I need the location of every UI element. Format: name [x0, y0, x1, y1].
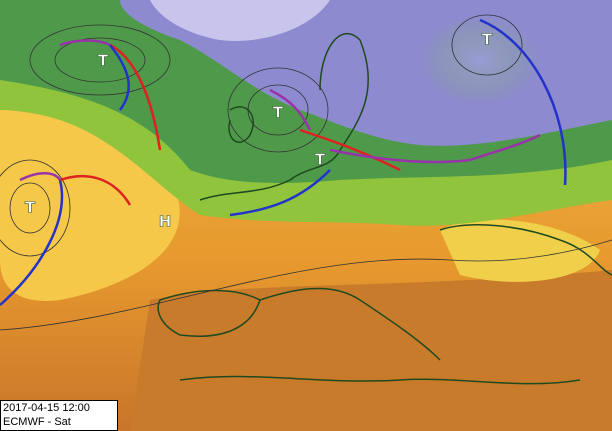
pressure-label: T [315, 151, 326, 169]
pressure-label: T [482, 31, 493, 49]
pressure-label: T [273, 104, 284, 122]
pressure-label: H [159, 213, 172, 231]
pressure-label: T [25, 199, 36, 217]
timestamp: 2017-04-15 12:00 [3, 402, 90, 414]
info-box: 2017-04-15 12:00 ECMWF - Sat [0, 400, 118, 431]
source: ECMWF - Sat [3, 416, 71, 428]
pressure-label: T [98, 52, 109, 70]
